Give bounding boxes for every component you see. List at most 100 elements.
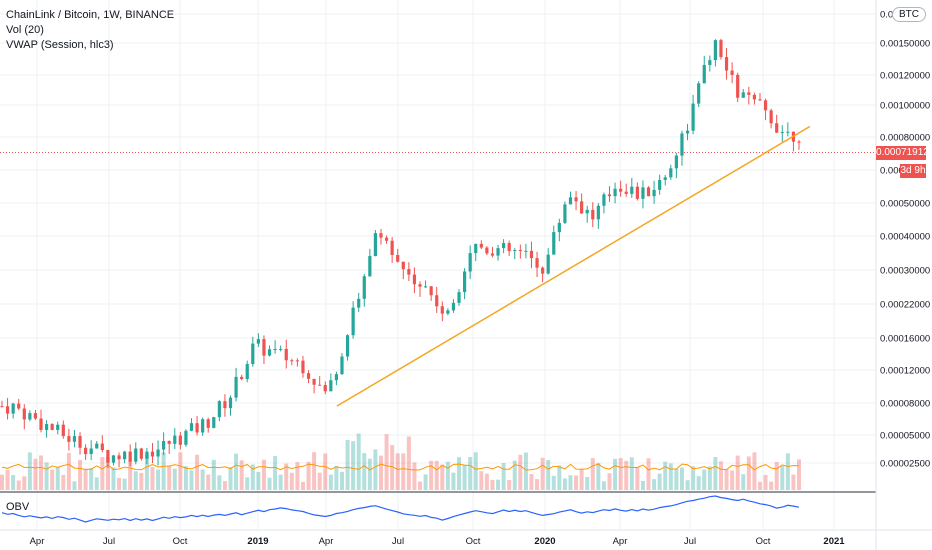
candle-body [384,237,389,241]
volume-bar [757,481,762,490]
volume-bar [295,462,300,490]
volume-bar [222,481,227,490]
volume-bar [161,452,166,490]
time-tick-label: Oct [466,536,481,547]
volume-bar [423,474,428,490]
candle-body [128,451,132,462]
volume-bar [94,477,99,490]
candle-body [585,209,589,214]
volume-bar [590,458,595,490]
volume-bar [345,439,350,490]
candle-body [741,92,745,98]
time-axis[interactable]: Apr Jul Oct 2019 Apr Jul Oct 2020 Apr Jul Oct 2021 [30,536,846,547]
volume-bar [273,456,278,490]
price-tick-label: 0.0006 [880,166,909,177]
candle-body [546,254,550,274]
candle-body [446,310,450,314]
volume-bar [61,474,66,490]
volume-bar [741,474,746,490]
candle-body [117,455,121,460]
candle-body [95,443,99,449]
volume-bar [574,475,579,490]
candle-body [407,269,411,275]
candle-body [340,356,344,375]
candle-body [44,424,49,430]
candle-body [201,419,205,433]
candle-body [713,40,717,61]
candle-body [89,448,93,455]
candle-body [513,250,517,252]
volume-bar [763,474,768,490]
volume-bar [613,458,618,490]
candle-body [752,94,757,100]
volume-bar [434,460,439,490]
volume-bar [100,457,105,490]
time-tick-label: Oct [173,536,188,547]
volume-bar [769,481,774,490]
volume-bar [206,474,211,490]
candle-body [256,339,260,344]
volume-bar [529,474,534,490]
volume-bar [228,467,233,490]
volume-bar [624,460,629,490]
vwap-indicator-label[interactable]: VWAP (Session, hlc3) [6,39,114,51]
candle-body [775,123,779,133]
volume-bar [797,459,801,490]
price-tick-label: 0.00100000 [880,101,930,112]
volume-bar [133,471,138,490]
candle-body [724,57,729,71]
currency-badge[interactable]: BTC [892,7,926,22]
volume-bar [457,457,462,490]
volume-indicator-label[interactable]: Vol (20) [6,24,44,36]
volume-bar [718,461,723,490]
volume-bar [172,468,177,490]
price-tick-label: 0.00012000 [880,366,930,377]
candle-body [529,250,534,259]
volume-bar [479,471,484,490]
candle-body [786,131,790,133]
trendline[interactable] [336,125,811,407]
candle-body [780,132,784,134]
volume-bar [774,461,779,490]
volume-bar [217,475,222,490]
vwap-line [1,463,800,471]
candle-body [669,168,673,178]
candle-body [613,188,617,197]
candle-body [56,424,60,430]
volume-bar [440,464,445,490]
volume-bar [562,478,567,490]
candle-body [423,286,428,288]
volume-bar [334,466,339,490]
candle-body [702,64,706,84]
candle-body [345,335,350,357]
volume-bar [412,462,417,490]
volume-bar [607,473,612,490]
candle-body [685,130,690,134]
obv-indicator-label[interactable]: OBV [6,501,30,513]
symbol-title[interactable]: ChainLink / Bitcoin, 1W, BINANCE [6,9,175,21]
candle-body [619,188,623,192]
candles [0,38,801,469]
candle-body [78,436,82,448]
price-tick-label: 0.00030000 [880,266,930,277]
candle-body [468,253,472,272]
candle-body [502,243,506,249]
candle-body [730,70,734,75]
candle-body [351,307,355,336]
candle-body [11,403,15,414]
candle-body [284,348,288,361]
volume-bar [501,463,506,490]
price-axis[interactable]: 0.00170.001500000.001200000.001000000.00… [880,10,930,470]
price-tick-label: 0.00002500 [880,459,930,470]
time-tick-label: Apr [613,536,628,547]
volume-bar [150,467,155,490]
volume-bar [730,470,735,490]
volume-bar [211,459,216,490]
obv-line [1,495,800,523]
price-tick-label: 0.00008000 [880,399,930,410]
volume-bar [362,453,367,490]
volume-bar [195,454,200,490]
time-tick-label: 2020 [534,536,555,547]
volume-bar [5,469,10,490]
